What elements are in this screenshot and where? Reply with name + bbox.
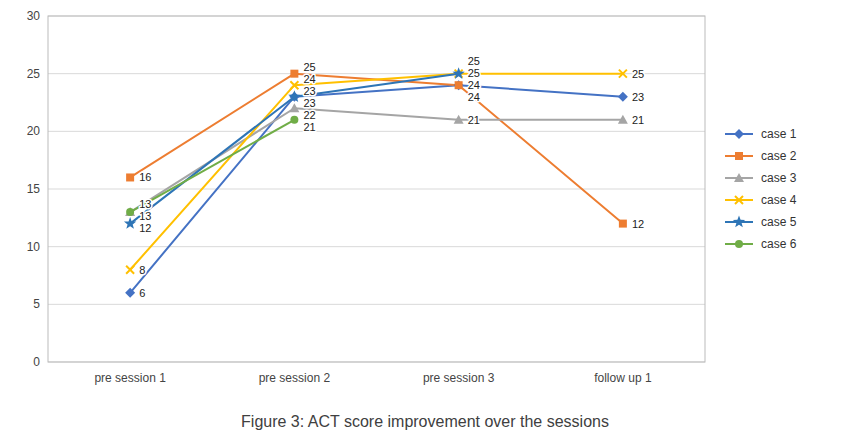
point-marker [125,288,135,298]
point-marker [126,208,134,216]
legend-label: case 5 [761,215,797,229]
point-marker [618,92,628,102]
data-label: 12 [139,222,151,234]
data-label: 25 [303,61,315,73]
data-label: 24 [468,79,480,91]
plot-frame [48,16,705,362]
x-tick-label: pre session 3 [423,371,495,385]
point-marker [124,217,136,229]
data-label: 23 [303,85,315,97]
legend-marker [735,240,743,248]
y-tick-label: 5 [33,297,40,311]
legend-label: case 4 [761,193,797,207]
data-label: 25 [632,68,644,80]
point-marker [290,81,298,89]
point-marker [290,70,298,78]
point-marker [452,67,464,79]
point-marker [454,115,464,124]
point-marker [126,266,134,274]
series-line [130,74,459,224]
y-tick-label: 10 [27,240,41,254]
data-label: 22 [303,109,315,121]
grid [48,16,705,362]
point-marker [290,116,298,124]
y-tick-label: 25 [27,67,41,81]
series-line [130,85,623,293]
data-label: 24 [303,73,315,85]
legend-label: case 3 [761,171,797,185]
legend: case 1 case 2 case 3 case 4 case 5 case 6 [725,127,797,251]
point-marker [288,90,300,102]
data-label: 6 [139,287,145,299]
legend-marker [734,129,744,139]
data-label: 21 [303,121,315,133]
grid-line [48,189,705,190]
data-label: 8 [139,264,145,276]
legend-marker [734,173,744,182]
data-label: 16 [139,171,151,183]
point-marker [619,70,627,78]
data-label: 21 [468,114,480,126]
data-label: 25 [468,67,480,79]
y-tick-label: 0 [33,355,40,369]
chart-svg: 0 5 10 15 20 25 30 pre session 1 pre session 2 pr… [0,0,850,445]
data-label: 21 [632,114,644,126]
series-line [130,74,623,270]
grid-line [48,304,705,305]
legend-label: case 1 [761,127,797,141]
x-tick-label: pre session 2 [259,371,331,385]
data-label: 23 [303,97,315,109]
grid-line [48,246,705,247]
legend-marker [735,152,743,160]
point-marker [126,173,134,181]
legend-marker [735,196,743,204]
grid-line [48,131,705,132]
y-tick-label: 20 [27,124,41,138]
legend-marker [733,216,745,228]
marks [124,67,628,298]
series-line [130,108,623,212]
point-marker [618,115,628,124]
point-marker [125,207,135,216]
data-labels: 1613131286252423232221252524242125232112 [139,55,644,298]
data-label: 13 [139,210,151,222]
chart-title: Figure 3: ACT score improvement over the… [241,413,609,430]
legend-label: case 2 [761,149,797,163]
data-label: 23 [632,91,644,103]
x-tick-label: follow up 1 [594,371,652,385]
point-marker [455,81,463,89]
data-label: 25 [468,55,480,67]
series-line [130,120,294,212]
point-marker [454,80,464,90]
point-marker [289,103,299,112]
chart-container: 0 5 10 15 20 25 30 pre session 1 pre session 2 pr… [0,0,850,445]
x-tick-label: pre session 1 [94,371,166,385]
data-label: 24 [468,91,480,103]
data-label: 12 [632,218,644,230]
series-line [130,74,623,224]
legend-label: case 6 [761,237,797,251]
point-marker [619,220,627,228]
data-label: 13 [139,198,151,210]
y-tick-label: 15 [27,182,41,196]
y-tick-label: 30 [27,9,41,23]
